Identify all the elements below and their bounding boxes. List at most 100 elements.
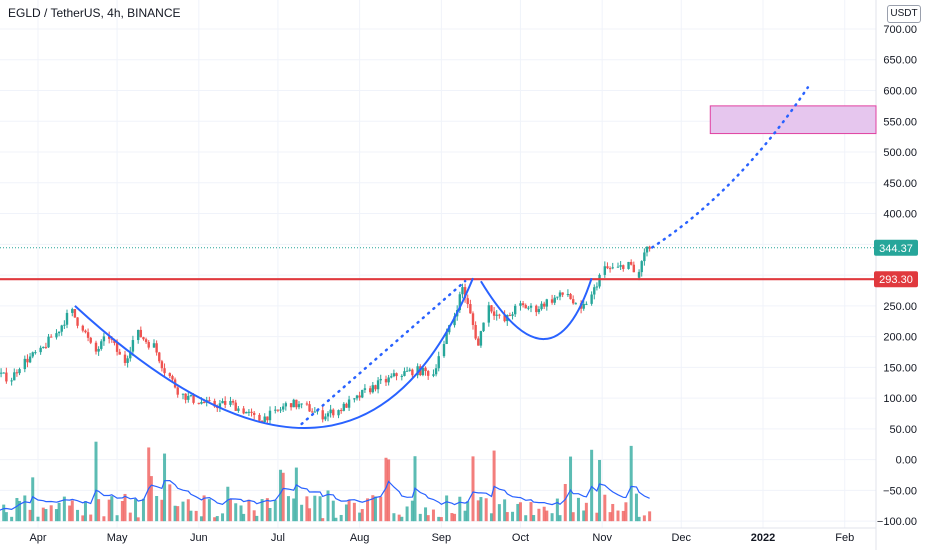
candle-body: [546, 299, 548, 306]
candle-body: [177, 387, 179, 394]
candle-body: [403, 371, 405, 376]
volume-bar: [50, 505, 53, 521]
candle-body: [311, 411, 313, 412]
volume-bar: [334, 518, 337, 521]
candle-body: [372, 385, 374, 392]
candle-body: [221, 401, 223, 403]
candle-body: [187, 396, 189, 400]
candle-body: [10, 380, 12, 381]
candle-body: [477, 339, 479, 346]
candles: [0, 246, 651, 425]
volume-bar: [84, 501, 87, 521]
volume-bar: [624, 502, 627, 521]
volume-bar: [234, 503, 237, 521]
candle-body: [643, 252, 645, 257]
volume-bar: [503, 499, 506, 521]
candle-body: [258, 415, 260, 421]
y-tick-label: 250.00: [883, 301, 917, 313]
y-tick-label: 400.00: [883, 209, 917, 221]
volume-bar: [124, 494, 127, 521]
volume-bar: [466, 501, 469, 521]
volume-bar: [530, 502, 533, 521]
volume-bar: [221, 513, 224, 521]
volume-bar: [353, 503, 356, 521]
volume-bar: [95, 442, 98, 521]
volume-bar: [300, 505, 303, 521]
volume-bar: [23, 495, 26, 521]
candle-body: [627, 262, 629, 269]
candle-body: [119, 352, 121, 355]
candle-body: [58, 332, 60, 333]
volume-histogram: [0, 442, 651, 521]
volume-bar: [319, 496, 322, 521]
candle-body: [617, 267, 619, 268]
candle-body: [424, 368, 426, 371]
candle-body: [409, 370, 411, 371]
candle-body: [71, 309, 73, 313]
candle-body: [480, 331, 482, 346]
candle-body: [374, 385, 376, 389]
candle-body: [95, 343, 97, 352]
candle-body: [142, 337, 144, 339]
volume-bar: [226, 487, 229, 521]
candle-body: [148, 342, 150, 348]
volume-bar: [406, 506, 409, 521]
volume-bar: [55, 509, 58, 521]
volume-bar: [292, 498, 295, 521]
candle-body: [235, 403, 237, 411]
candle-body: [242, 408, 244, 413]
volume-bar: [419, 514, 422, 521]
volume-bar: [168, 484, 171, 521]
candle-body: [182, 394, 184, 395]
volume-bar: [340, 515, 343, 521]
y-tick-label: 550.00: [883, 116, 917, 128]
candle-body: [42, 347, 44, 348]
volume-bar: [305, 496, 308, 521]
x-tick-label: Dec: [671, 532, 691, 544]
candle-body: [530, 306, 532, 308]
volume-bar: [458, 497, 461, 521]
volume-bar: [464, 511, 467, 521]
candle-body: [153, 343, 155, 347]
candle-body: [55, 333, 57, 337]
candle-body: [393, 373, 395, 376]
candle-body: [76, 317, 78, 325]
volume-bar: [595, 513, 598, 521]
volume-bar: [524, 515, 527, 521]
volume-bar: [590, 450, 593, 521]
volume-bar: [603, 495, 606, 521]
volume-bar: [450, 513, 453, 521]
volume-bar: [635, 494, 638, 522]
volume-bar: [643, 515, 646, 521]
candle-body: [66, 313, 68, 325]
volume-bar: [174, 506, 177, 521]
y-tick-label: 600.00: [883, 86, 917, 98]
last-price-tag: 344.37: [874, 240, 918, 256]
candle-body: [572, 299, 574, 303]
candle-body: [567, 294, 569, 295]
x-tick-label: May: [107, 532, 128, 544]
candle-body: [84, 331, 86, 333]
volume-bar: [374, 497, 377, 522]
candle-body: [606, 266, 608, 268]
volume-bar: [42, 508, 45, 522]
candle-body: [380, 379, 382, 380]
volume-bar: [37, 517, 40, 521]
candle-body: [514, 306, 516, 315]
volume-bar: [71, 500, 74, 521]
candle-body: [364, 388, 366, 390]
volume-bar: [134, 499, 137, 521]
volume-bar: [532, 515, 535, 521]
candle-body: [561, 292, 563, 294]
volume-bar: [638, 517, 641, 521]
volume-bar: [176, 506, 179, 521]
candle-body: [641, 261, 643, 272]
candle-body: [163, 368, 165, 373]
currency-unit-button[interactable]: USDT: [887, 5, 921, 23]
candle-body: [348, 399, 350, 407]
x-tick-label: Feb: [835, 532, 854, 544]
candle-body: [590, 295, 592, 304]
volume-bar: [163, 454, 166, 522]
candle-body: [298, 404, 300, 407]
